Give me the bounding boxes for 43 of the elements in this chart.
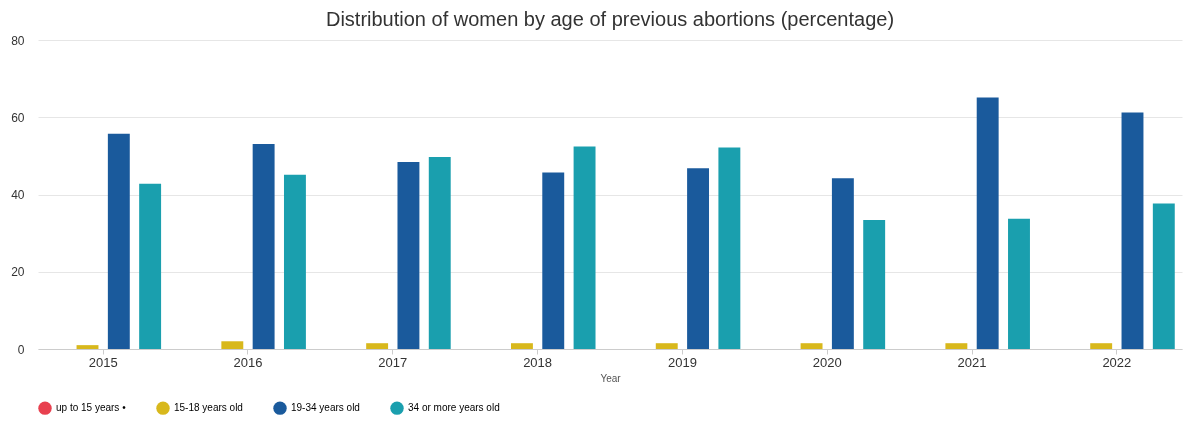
bar <box>428 157 451 349</box>
y-tick-label: 40 <box>11 188 25 202</box>
chart-title: Distribution of women by age of previous abortions (percentage) <box>325 8 895 30</box>
y-tick-label: 0 <box>17 342 25 357</box>
y-tick-label: 20 <box>11 265 25 280</box>
bar <box>76 345 99 349</box>
bar <box>945 343 968 349</box>
legend-label: 34 or more years old <box>408 402 500 414</box>
bar <box>863 219 886 349</box>
bar <box>1090 343 1113 349</box>
x-tick-label: 2017 <box>378 354 408 370</box>
x-tick-label: 2018 <box>523 354 553 370</box>
bar <box>573 146 596 349</box>
bar <box>397 162 420 349</box>
bar <box>1152 203 1175 349</box>
x-tick-label: 2020 <box>812 354 842 370</box>
legend-label: up to 15 years • <box>56 402 127 414</box>
x-tick-label: 2021 <box>957 354 987 370</box>
x-axis-title: Year <box>600 372 622 384</box>
x-tick-label: 2015 <box>88 354 118 370</box>
legend-label: 19-34 years old <box>291 402 360 414</box>
bar <box>831 178 854 349</box>
bar <box>718 147 741 349</box>
bar <box>655 343 678 349</box>
bar <box>510 343 533 349</box>
bar <box>1008 218 1030 349</box>
x-tick-label: 2016 <box>233 354 263 370</box>
y-tick-label: 80 <box>11 33 25 48</box>
x-tick-label: 2019 <box>667 354 697 370</box>
bar <box>687 168 710 349</box>
bar <box>252 143 275 349</box>
bar <box>976 97 999 349</box>
bar <box>800 343 823 349</box>
bar <box>366 343 389 349</box>
bar <box>107 133 130 349</box>
bar <box>542 172 565 349</box>
bar <box>1121 112 1144 349</box>
y-tick-label: 60 <box>11 110 25 125</box>
bar <box>139 183 162 349</box>
bar <box>283 174 306 349</box>
x-tick-label: 2022 <box>1102 354 1132 370</box>
bar <box>221 341 244 349</box>
legend-label: 15-18 years old <box>174 402 243 414</box>
